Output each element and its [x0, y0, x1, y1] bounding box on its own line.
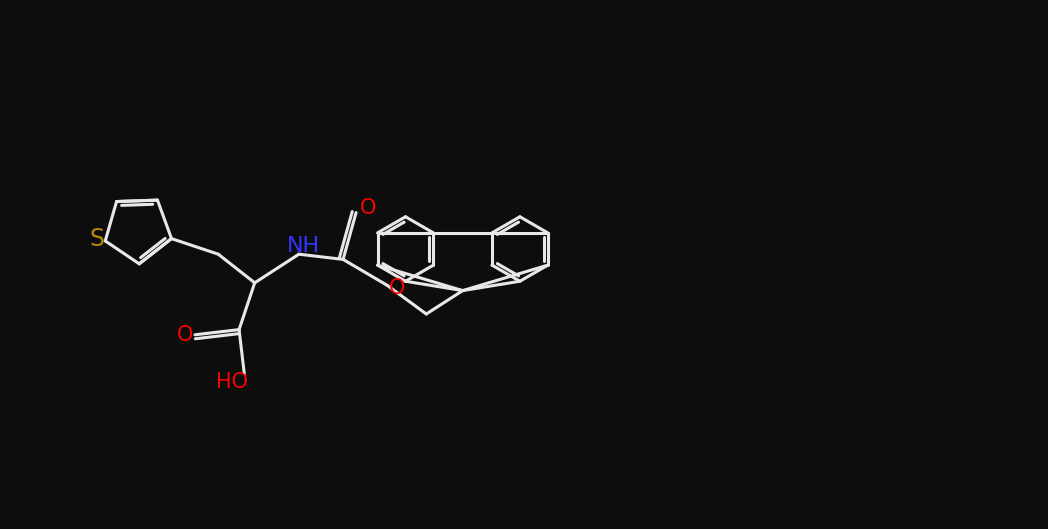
Text: S: S — [90, 227, 105, 251]
Text: NH: NH — [287, 236, 321, 256]
Text: HO: HO — [216, 372, 248, 392]
Text: O: O — [359, 198, 376, 217]
Text: O: O — [389, 278, 406, 298]
Text: O: O — [177, 325, 193, 345]
